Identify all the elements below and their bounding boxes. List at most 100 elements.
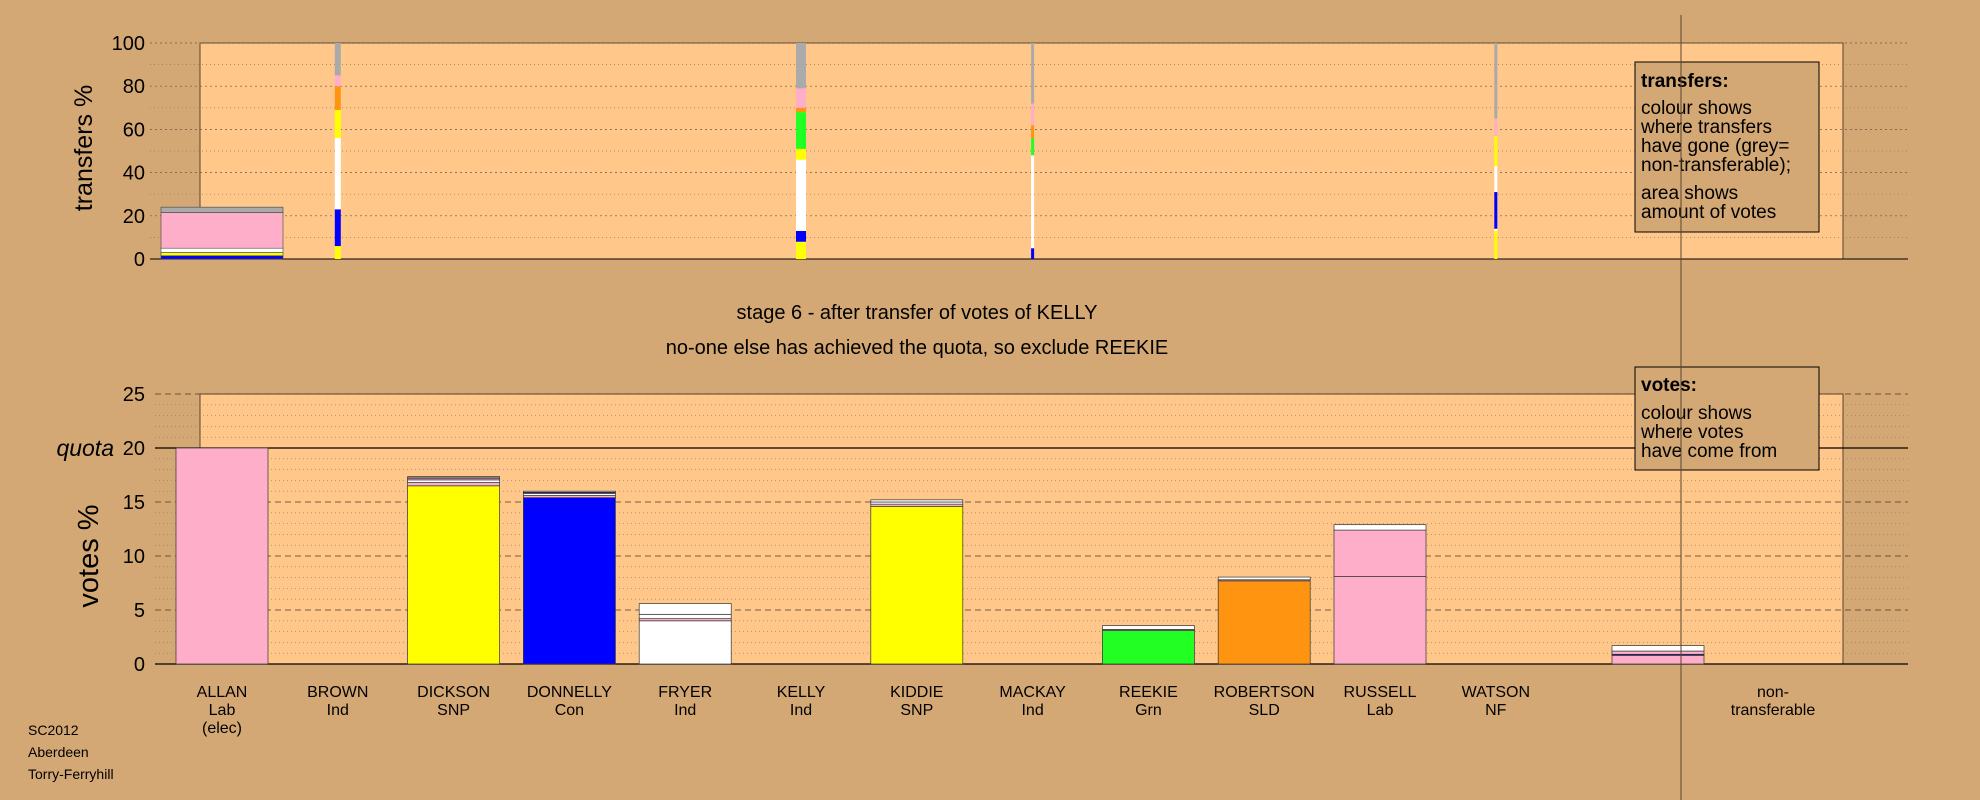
- vote-segment: [407, 479, 500, 483]
- transfer-segment: [334, 43, 341, 76]
- votes-tick-label: 5: [134, 600, 145, 622]
- candidate-name: WATSON: [1462, 684, 1530, 701]
- transfers-legend-line: colour shows: [1641, 98, 1752, 119]
- vote-segment: [638, 620, 732, 665]
- transfer-segment: [796, 107, 806, 113]
- candidate-note: (elec): [202, 720, 242, 737]
- candidate-party: Grn: [1135, 702, 1162, 719]
- transfers-legend-line: have gone (grey=: [1641, 136, 1789, 157]
- votes-bars: [175, 447, 1705, 665]
- candidate-party: Ind: [674, 702, 696, 719]
- candidate-name: ROBERTSON: [1214, 684, 1315, 701]
- transfer-segment: [796, 88, 806, 108]
- candidate-name: KIDDIE: [890, 684, 943, 701]
- transfer-segment: [334, 138, 341, 210]
- nontransferable-label: non-: [1757, 684, 1789, 701]
- vote-segment: [175, 447, 269, 665]
- transfer-segment: [796, 230, 806, 242]
- votes-legend-title: votes:: [1641, 375, 1697, 396]
- vote-segment: [1333, 524, 1427, 531]
- transfers-legend-line: area shows: [1641, 183, 1738, 204]
- votes-tick-label: 25: [123, 384, 145, 406]
- votes-tick-label: 0: [134, 654, 145, 676]
- candidate-party: Ind: [790, 702, 812, 719]
- nontransferable-segment: [1611, 655, 1705, 665]
- transfers-tick-label: 0: [134, 249, 145, 271]
- candidate-party: Lab: [209, 702, 236, 719]
- transfer-segment: [1494, 228, 1498, 231]
- transfer-segment: [1031, 138, 1035, 156]
- vote-segment: [407, 485, 500, 665]
- transfer-segment: [796, 112, 806, 149]
- vote-segment: [638, 613, 732, 619]
- transfer-segment: [334, 86, 341, 110]
- vote-segment: [1333, 576, 1427, 665]
- transfers-y-axis-label: transfers %: [70, 85, 98, 211]
- votes-tick-label: 15: [123, 492, 145, 514]
- transfers-tick-label: 80: [123, 76, 145, 98]
- transfer-segment: [334, 109, 341, 139]
- transfer-segment: [1031, 155, 1035, 249]
- votes-tick-label: 20: [123, 438, 145, 460]
- vote-segment: [523, 497, 616, 665]
- transfer-segment: [160, 206, 284, 213]
- candidate-party: Lab: [1367, 702, 1394, 719]
- footer-ward: Torry-Ferryhill: [28, 766, 114, 782]
- nontransferable-segment: [1611, 645, 1705, 652]
- votes-tick-label: 10: [123, 546, 145, 568]
- transfers-y-axis: 0 20 40 60 80 100: [112, 33, 145, 271]
- transfers-plot-area: [199, 42, 1844, 260]
- candidate-labels: ALLANLab(elec)BROWNIndDICKSONSNPDONNELLY…: [197, 684, 1816, 737]
- vote-segment: [638, 603, 732, 615]
- vote-segment: [1217, 580, 1311, 665]
- transfers-panel-background: [199, 42, 1844, 260]
- vote-segment: [1217, 576, 1311, 581]
- votes-legend-line: have come from: [1641, 441, 1777, 462]
- candidate-party: Ind: [327, 702, 349, 719]
- vote-segment: [870, 505, 964, 665]
- transfers-legend-line: where transfers: [1640, 117, 1772, 138]
- transfer-segment: [1494, 118, 1498, 136]
- votes-legend-line: where votes: [1640, 422, 1743, 443]
- candidate-name: BROWN: [307, 684, 368, 701]
- transfers-tick-label: 60: [123, 119, 145, 141]
- transfer-segment: [1494, 230, 1498, 259]
- transfer-segment: [1031, 43, 1035, 104]
- transfer-segment: [1031, 248, 1035, 259]
- candidate-party: SNP: [437, 702, 470, 719]
- candidate-name: REEKIE: [1119, 684, 1178, 701]
- votes-y-axis-label: votes %: [73, 504, 105, 607]
- transfers-tick-label: 20: [123, 206, 145, 228]
- transfer-segment: [1031, 103, 1035, 126]
- transfers-tick-label: 100: [112, 33, 145, 55]
- votes-y-axis: 0 5 10 15 20 25: [123, 384, 145, 676]
- footer: SC2012 Aberdeen Torry-Ferryhill: [28, 719, 114, 785]
- candidate-name: ALLAN: [197, 684, 248, 701]
- transfers-tick-label: 40: [123, 163, 145, 185]
- vote-segment: [407, 476, 500, 478]
- nontransferable-segment: [1611, 650, 1705, 655]
- transfer-segment: [334, 209, 341, 247]
- transfers-legend-line: amount of votes: [1641, 202, 1776, 223]
- candidate-name: DONNELLY: [527, 684, 612, 701]
- transfer-segment: [796, 148, 806, 160]
- candidate-party: SNP: [900, 702, 933, 719]
- votes-legend-line: colour shows: [1641, 403, 1752, 424]
- candidate-party: Ind: [1021, 702, 1043, 719]
- transfers-bars: [160, 43, 1498, 260]
- transfer-segment: [160, 247, 284, 253]
- vote-segment: [1333, 529, 1427, 577]
- stage-subtitle: no-one else has achieved the quota, so e…: [666, 337, 1169, 359]
- footer-council: Aberdeen: [28, 744, 89, 760]
- transfers-legend: transfers: colour shows where transfers …: [1634, 61, 1820, 233]
- stage-title: stage 6 - after transfer of votes of KEL…: [737, 302, 1098, 324]
- candidate-party: SLD: [1249, 702, 1280, 719]
- candidate-name: FRYER: [658, 684, 712, 701]
- footer-election: SC2012: [28, 722, 79, 738]
- transfer-segment: [796, 43, 806, 89]
- candidate-party: Con: [555, 702, 584, 719]
- votes-legend: votes: colour shows where votes have com…: [1634, 366, 1820, 471]
- candidate-party: NF: [1485, 702, 1507, 719]
